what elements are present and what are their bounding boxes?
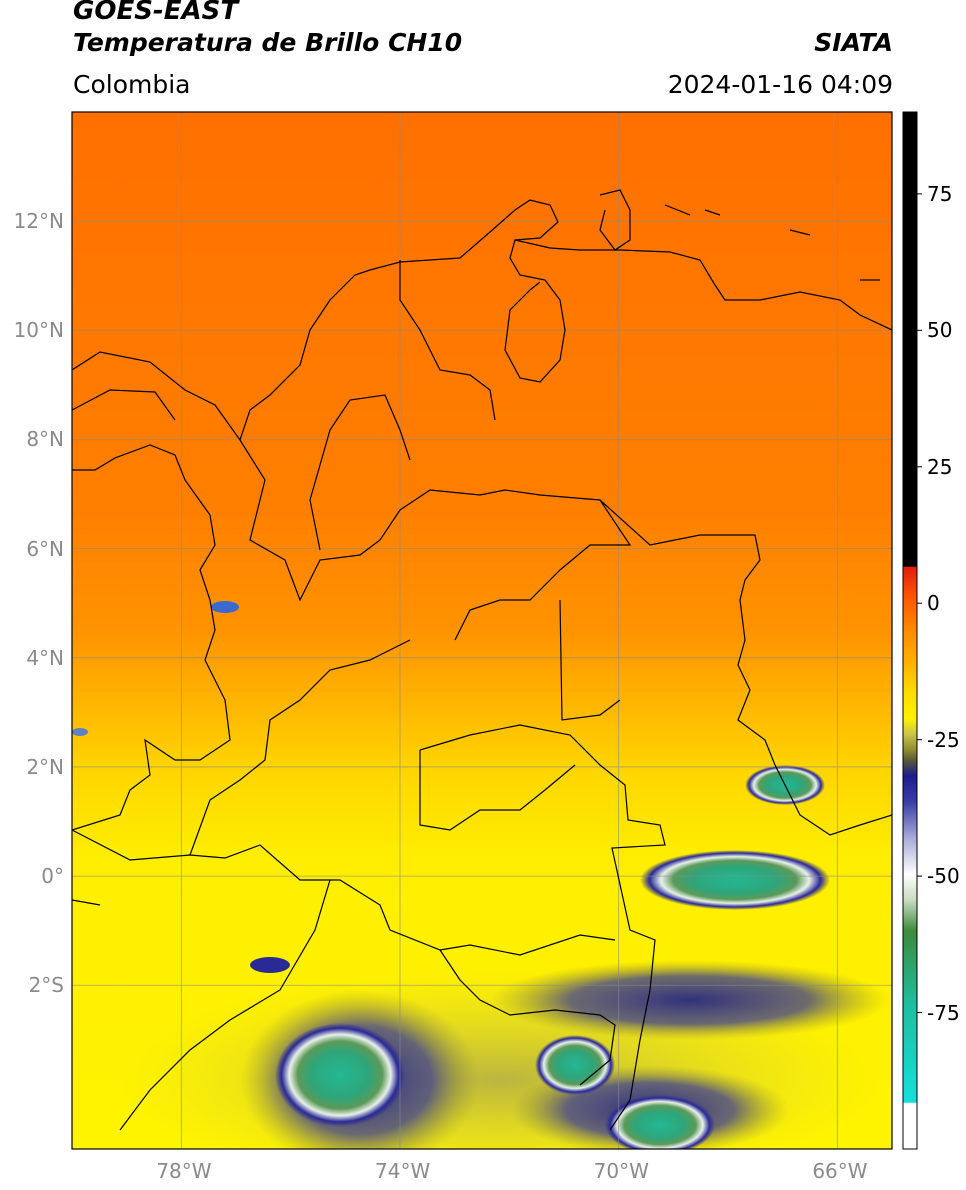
colorbar-tick-label: 25 <box>927 454 953 479</box>
colorbar-tick-label: 50 <box>927 318 953 343</box>
small-cloud <box>211 601 239 613</box>
lat-label: 4°N <box>26 645 64 670</box>
colorbar-tick-label: -75 <box>927 1000 960 1025</box>
lon-label: 66°W <box>812 1159 868 1183</box>
lon-label: 74°W <box>375 1159 431 1183</box>
colorbar-tick-label: 75 <box>927 181 953 206</box>
colorbar-tick-label: -25 <box>927 727 960 752</box>
convective-cloud <box>275 1023 405 1127</box>
cloud-band <box>490 960 890 1040</box>
region-label: Colombia <box>73 70 191 99</box>
borders <box>72 189 892 1131</box>
lat-label: 8°N <box>26 427 64 452</box>
small-cloud <box>250 957 290 973</box>
lat-label: 6°N <box>26 536 64 561</box>
convective-cloud <box>605 1095 715 1149</box>
lon-label: 78°W <box>156 1159 212 1183</box>
colorbar <box>902 111 918 1150</box>
timestamp-label: 2024-01-16 04:09 <box>667 70 893 99</box>
organization-label: SIATA <box>814 28 893 57</box>
lat-label: 12°N <box>13 209 64 234</box>
small-cloud <box>72 728 88 736</box>
convective-cloud <box>535 1035 615 1095</box>
colorbar-tick-label: -50 <box>927 864 960 889</box>
graticule <box>72 112 892 1149</box>
colorbar-ticks <box>917 193 922 1014</box>
lon-label: 70°W <box>593 1159 649 1183</box>
product-title: Temperatura de Brillo CH10 <box>73 28 463 57</box>
convective-cloud <box>640 850 830 910</box>
satellite-title: GOES-EAST <box>73 0 239 26</box>
map-frame <box>71 111 893 1150</box>
lat-label: 2°S <box>28 973 64 998</box>
lat-label: 0° <box>41 864 64 889</box>
lat-label: 2°N <box>26 754 64 779</box>
lat-label: 10°N <box>13 318 64 343</box>
colorbar-tick-label: 0 <box>927 591 940 616</box>
